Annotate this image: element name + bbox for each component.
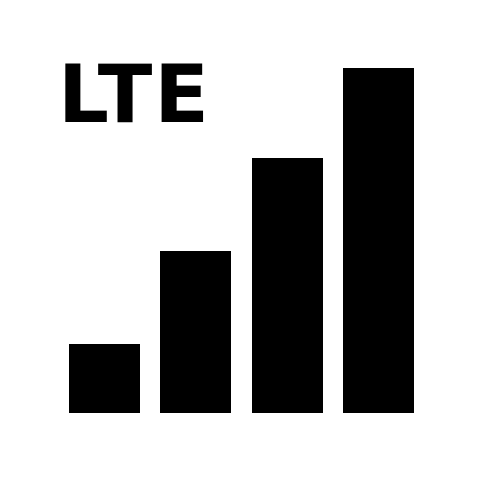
signal-bar-2 [160,251,231,413]
signal-bar-1 [69,344,140,413]
signal-bar-3 [252,158,323,413]
signal-bar-4 [343,68,414,413]
network-type-label: LTE [58,48,211,141]
